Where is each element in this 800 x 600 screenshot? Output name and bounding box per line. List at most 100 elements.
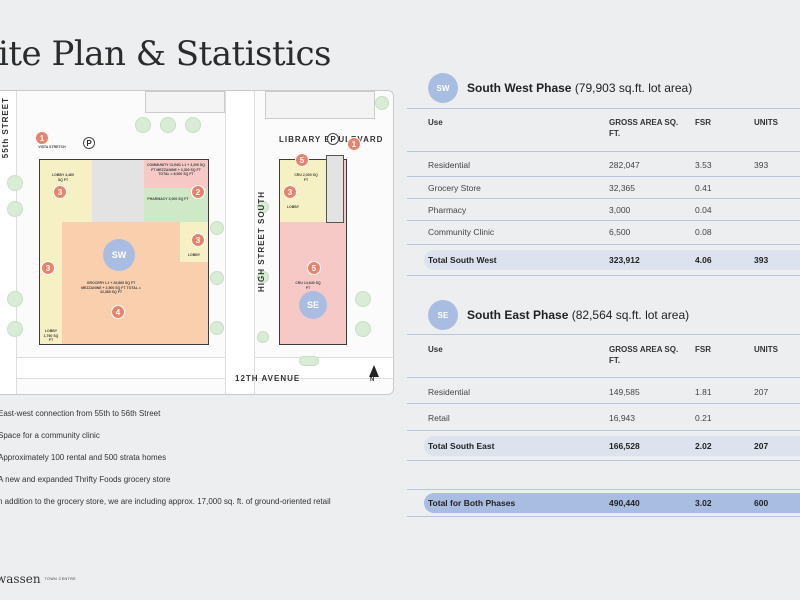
marker-4: 4: [111, 305, 125, 319]
divider: [407, 377, 800, 378]
sw-row-use: Pharmacy: [428, 205, 467, 215]
label-vista: VISTA STRETCH: [38, 145, 66, 149]
se-total-units: 207: [754, 441, 769, 451]
road-55th-street: [0, 91, 17, 394]
marker-3: 3: [41, 261, 55, 275]
se-header-use: Use: [428, 345, 443, 354]
divider: [407, 151, 800, 152]
legend-item: n addition to the grocery store, we are …: [0, 497, 331, 506]
legend-item: A new and expanded Thrifty Foods grocery…: [0, 475, 171, 484]
sw-total-gross: 323,912: [609, 255, 640, 265]
se-row-use: Retail: [428, 413, 450, 423]
label-grocery: GROCERY L1 + 29,865 SQ FT MEZZANINE + 2,…: [81, 281, 141, 294]
sw-header-use: Use: [428, 118, 443, 127]
sw-total-units: 393: [754, 255, 769, 265]
sw-community-clinic: [144, 160, 208, 188]
tree: [7, 321, 23, 337]
site-plan-map: 55th STREET HIGH STREET SOUTH LIBRARY BO…: [0, 90, 394, 395]
label-lobby-b: LOBBY 1,760 SQ FT: [43, 329, 59, 342]
tree: [135, 117, 151, 133]
se-row-units: 207: [754, 387, 769, 397]
sw-badge: SW: [428, 73, 458, 103]
tree: [7, 201, 23, 217]
marker-3: 3: [191, 233, 205, 247]
se-subtitle: (82,564 sq.ft. lot area): [571, 308, 690, 322]
south-west-header: SW South West Phase (79,903 sq.ft. lot a…: [428, 73, 692, 103]
tree: [210, 221, 224, 235]
sw-west-units: [40, 222, 62, 344]
sw-header-units: UNITS: [754, 118, 778, 127]
se-total-row: [424, 436, 800, 456]
tree: [257, 331, 269, 343]
se-header-gross: GROSS AREA SQ. FT.: [609, 345, 679, 365]
both-total-use: Total for Both Phases: [428, 498, 516, 508]
se-row-fsr: 1.81: [695, 387, 712, 397]
divider: [407, 430, 800, 431]
both-total-units: 600: [754, 498, 769, 508]
sw-total-use: Total South West: [428, 255, 497, 265]
tree: [210, 271, 224, 285]
tree: [299, 356, 319, 366]
tree: [375, 96, 389, 110]
logo: wassen TOWN CENTRE: [0, 572, 76, 586]
se-header-fsr: FSR: [695, 345, 711, 354]
sw-total-fsr: 4.06: [695, 255, 712, 265]
label-high-street: HIGH STREET SOUTH: [257, 191, 266, 293]
north-arrow-icon: [369, 365, 379, 377]
divider: [407, 244, 800, 245]
sw-title: South West Phase: [467, 81, 572, 95]
sw-total-row: [424, 250, 800, 270]
divider: [407, 176, 800, 177]
sw-row-gross: 3,000: [609, 205, 631, 215]
logo-sub: TOWN CENTRE: [44, 577, 77, 581]
south-east-header: SE South East Phase (82,564 sq.ft. lot a…: [428, 300, 689, 330]
tree: [257, 271, 269, 283]
tree: [257, 201, 269, 213]
tree: [355, 321, 371, 337]
se-title: South East Phase: [467, 308, 569, 322]
sw-row-use: Residential: [428, 160, 471, 170]
marker-1: 1: [347, 137, 361, 151]
marker-3: 3: [283, 185, 297, 199]
label-pharmacy: PHARMACY 3,000 SQ FT: [147, 197, 189, 201]
se-total-gross: 166,528: [609, 441, 640, 451]
sw-row-fsr: 0.04: [695, 205, 712, 215]
label-12th-avenue: 12TH AVENUE: [235, 374, 301, 383]
road-high-street: [225, 91, 255, 394]
parking-icon: P: [83, 137, 95, 149]
tree: [185, 117, 201, 133]
label-cru-a: CRU 2,300 SQ FT: [294, 173, 318, 182]
sw-row-gross: 6,500: [609, 227, 631, 237]
se-row-fsr: 0.21: [695, 413, 712, 423]
sw-header-fsr: FSR: [695, 118, 711, 127]
label-cru-b: CRU 14,640 SQ FT: [295, 281, 321, 290]
both-total-fsr: 3.02: [695, 498, 712, 508]
divider: [407, 220, 800, 221]
sw-row-use: Grocery Store: [428, 183, 481, 193]
context-building: [265, 91, 375, 119]
sw-header-gross: GROSS AREA SQ. FT.: [609, 118, 679, 138]
road-12th-avenue: [0, 357, 393, 379]
both-total-row: [424, 493, 800, 513]
se-total-use: Total South East: [428, 441, 495, 451]
label-lobby-d: LOBBY: [286, 205, 300, 209]
se-parking-ramp: [326, 155, 344, 223]
marker-3: 3: [53, 185, 67, 199]
tree: [160, 117, 176, 133]
se-row-gross: 16,943: [609, 413, 635, 423]
marker-2: 2: [191, 185, 205, 199]
se-total-fsr: 2.02: [695, 441, 712, 451]
label-community-clinic: COMMUNITY CLINIC L1 + 3,200 SQ FT MEZZAN…: [147, 163, 205, 176]
label-lobby-c: LOBBY: [187, 253, 201, 257]
sw-parking-ramp: [92, 160, 144, 222]
sw-subtitle: (79,903 sq.ft. lot area): [574, 81, 693, 95]
parking-icon: P: [327, 133, 339, 145]
label-55th-street: 55th STREET: [1, 97, 10, 159]
sw-row-gross: 282,047: [609, 160, 640, 170]
label-lobby-a: LOBBY 4,460 SQ FT: [52, 173, 74, 182]
tree: [210, 321, 224, 335]
sw-row-units: 393: [754, 160, 769, 170]
divider: [407, 460, 800, 461]
divider: [407, 108, 800, 109]
legend-item: Space for a community clinic: [0, 431, 100, 440]
